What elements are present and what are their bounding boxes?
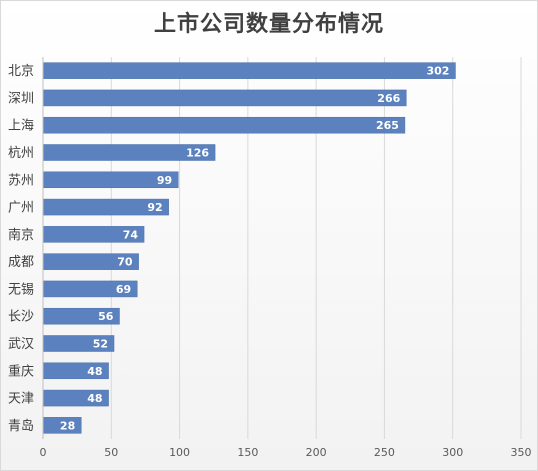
x-tick-label: 300 xyxy=(442,446,463,459)
bar xyxy=(42,89,407,107)
category-label: 天津 xyxy=(8,392,34,407)
category-label: 北京 xyxy=(8,64,34,79)
data-label: 126 xyxy=(186,147,209,160)
data-label: 99 xyxy=(157,174,172,187)
x-tick-label: 50 xyxy=(104,446,118,459)
category-label: 广州 xyxy=(8,201,34,216)
category-label: 杭州 xyxy=(8,146,34,161)
x-tick-label: 100 xyxy=(169,446,190,459)
x-tick-label: 0 xyxy=(40,446,47,459)
category-label: 苏州 xyxy=(8,172,34,188)
data-label: 70 xyxy=(117,256,133,269)
data-label: 302 xyxy=(426,65,449,78)
data-label: 69 xyxy=(116,283,131,296)
category-label: 深圳 xyxy=(8,91,34,106)
x-tick-label: 150 xyxy=(237,446,258,459)
data-label: 265 xyxy=(376,119,399,132)
x-tick-label: 350 xyxy=(511,446,532,459)
x-tick-label: 200 xyxy=(306,446,327,459)
category-label: 重庆 xyxy=(8,363,34,379)
data-label: 56 xyxy=(98,310,114,323)
category-label: 无锡 xyxy=(8,282,34,297)
data-label: 28 xyxy=(60,419,75,432)
data-label: 74 xyxy=(123,228,139,241)
data-label: 92 xyxy=(147,201,162,214)
bar xyxy=(42,116,406,134)
data-label: 48 xyxy=(87,365,102,378)
x-tick-label: 250 xyxy=(374,446,395,459)
category-label: 成都 xyxy=(8,255,34,270)
chart-title: 上市公司数量分布情况 xyxy=(153,12,384,37)
category-label: 青岛 xyxy=(8,418,34,434)
category-label: 南京 xyxy=(8,227,34,243)
category-label: 长沙 xyxy=(8,310,34,325)
category-label: 武汉 xyxy=(8,337,34,352)
data-label: 52 xyxy=(93,338,108,351)
data-label: 48 xyxy=(87,392,102,405)
category-label: 上海 xyxy=(8,119,34,134)
data-label: 266 xyxy=(377,92,400,105)
bar xyxy=(42,62,456,79)
